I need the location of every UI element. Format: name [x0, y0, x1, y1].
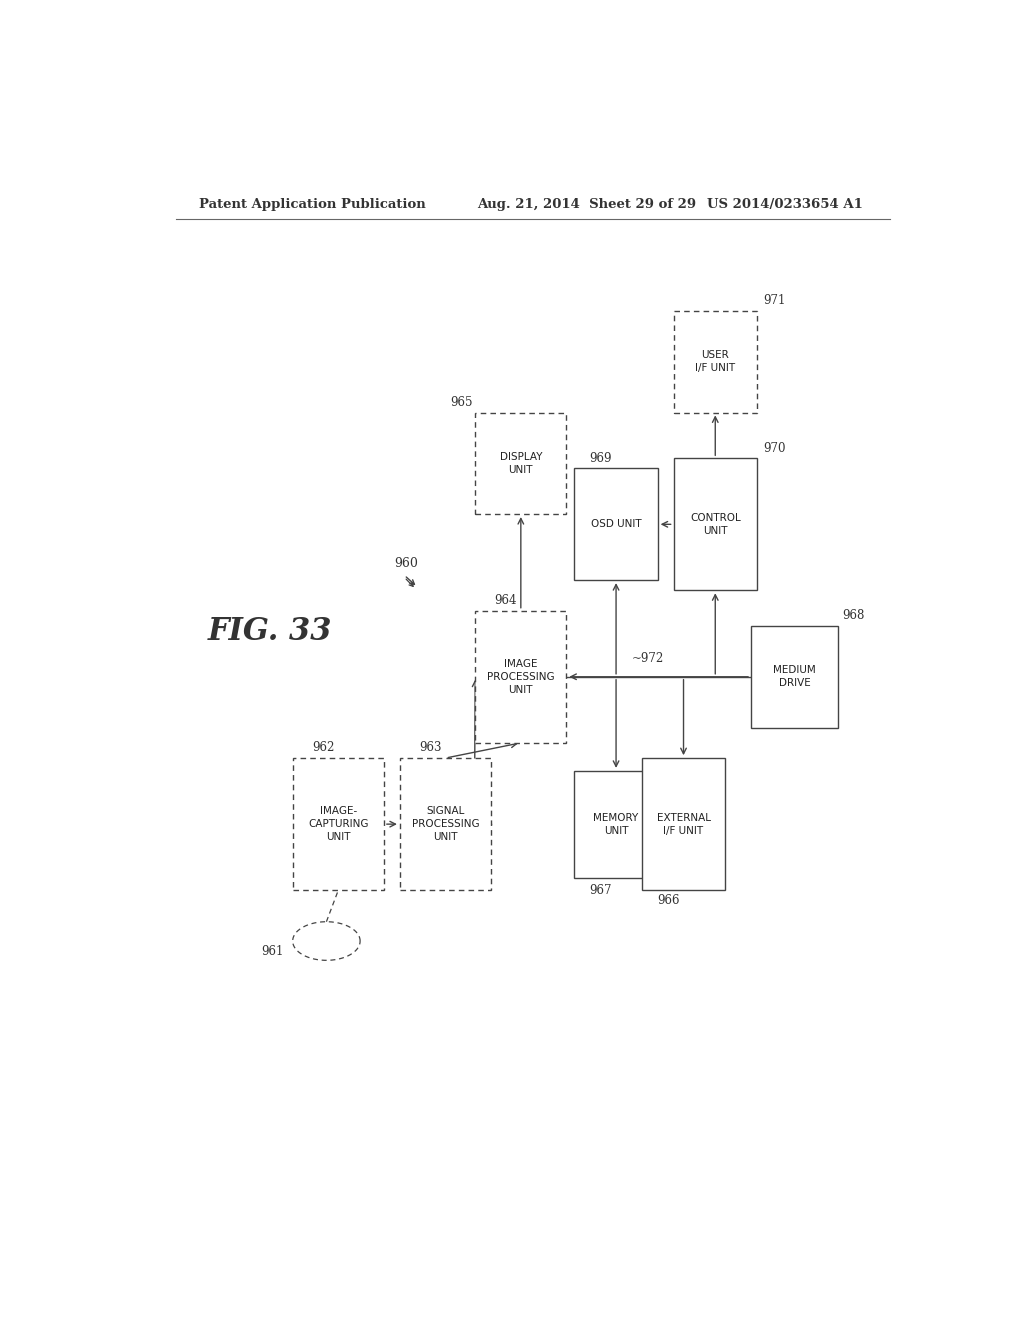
Text: MEMORY
UNIT: MEMORY UNIT [594, 813, 639, 836]
Text: USER
I/F UNIT: USER I/F UNIT [695, 350, 735, 374]
Text: SIGNAL
PROCESSING
UNIT: SIGNAL PROCESSING UNIT [412, 807, 479, 842]
Text: EXTERNAL
I/F UNIT: EXTERNAL I/F UNIT [656, 813, 711, 836]
Text: OSD UNIT: OSD UNIT [591, 519, 641, 529]
Text: 964: 964 [495, 594, 517, 607]
Text: Patent Application Publication: Patent Application Publication [200, 198, 426, 211]
Bar [475, 413, 566, 515]
Text: CONTROL
UNIT: CONTROL UNIT [690, 513, 740, 536]
Text: 968: 968 [842, 610, 864, 622]
Text: 969: 969 [590, 451, 612, 465]
Bar [293, 758, 384, 890]
Text: ~972: ~972 [632, 652, 665, 664]
Bar [674, 312, 757, 412]
Text: IMAGE-
CAPTURING
UNIT: IMAGE- CAPTURING UNIT [308, 807, 369, 842]
Text: Aug. 21, 2014  Sheet 29 of 29: Aug. 21, 2014 Sheet 29 of 29 [477, 198, 696, 211]
Text: US 2014/0233654 A1: US 2014/0233654 A1 [708, 198, 863, 211]
Bar [674, 458, 757, 590]
Text: 965: 965 [451, 396, 473, 409]
Text: 967: 967 [590, 883, 612, 896]
Bar [642, 758, 725, 890]
Bar [574, 771, 657, 878]
Text: MEDIUM
DRIVE: MEDIUM DRIVE [773, 665, 816, 688]
Text: 962: 962 [312, 742, 334, 755]
Text: 970: 970 [763, 442, 785, 454]
Text: FIG. 33: FIG. 33 [207, 615, 332, 647]
Bar [475, 611, 566, 743]
Bar [574, 469, 657, 581]
Text: 963: 963 [419, 742, 441, 755]
Bar [399, 758, 492, 890]
Text: 966: 966 [657, 894, 680, 907]
Text: DISPLAY
UNIT: DISPLAY UNIT [500, 451, 542, 475]
Text: IMAGE
PROCESSING
UNIT: IMAGE PROCESSING UNIT [487, 659, 555, 694]
Bar [751, 626, 839, 727]
Text: 961: 961 [261, 945, 284, 958]
Text: 960: 960 [394, 557, 418, 570]
Text: 971: 971 [763, 294, 785, 308]
